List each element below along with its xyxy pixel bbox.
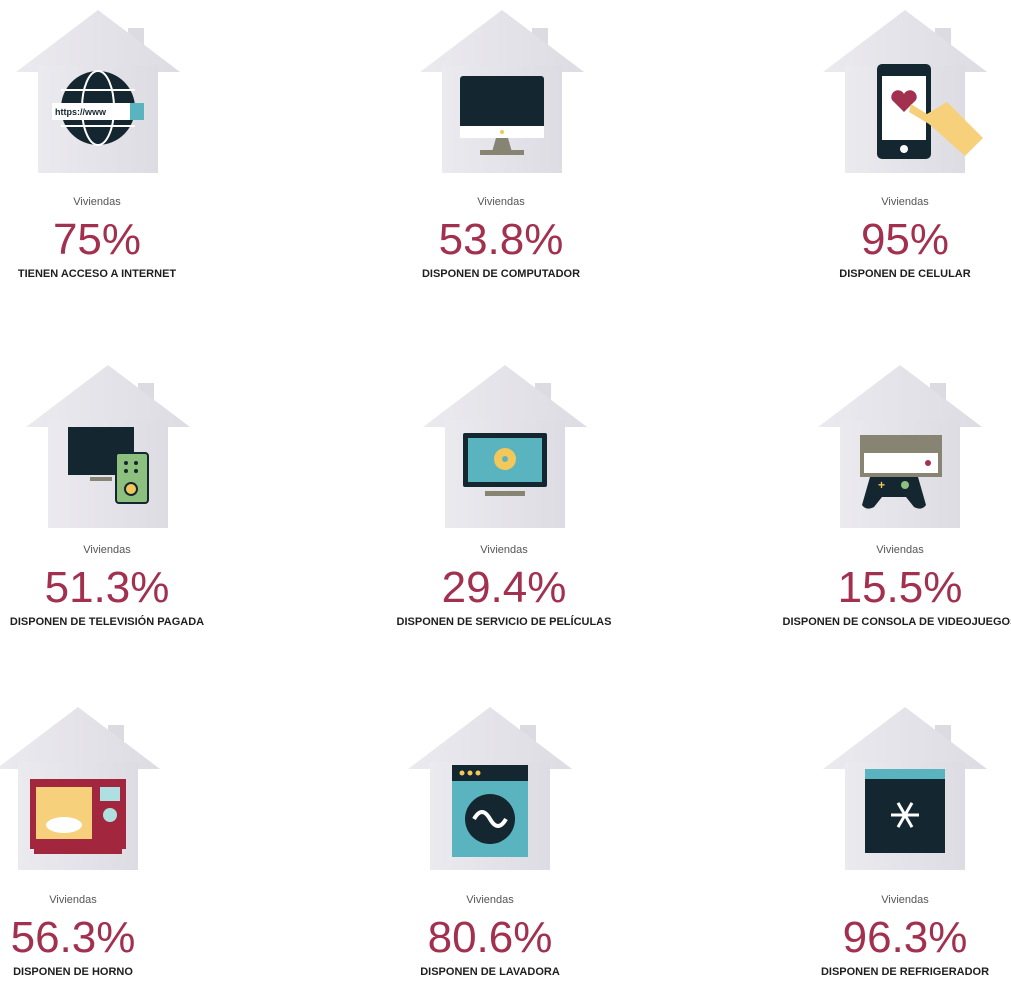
snowflake <box>896 802 914 828</box>
washer-dot <box>467 770 473 776</box>
button <box>900 145 908 153</box>
house <box>823 707 987 870</box>
item: Viviendas 95% DISPONEN DE CELULAR <box>823 10 987 280</box>
house <box>26 365 190 528</box>
pad-btn <box>901 481 909 489</box>
washer-dot <box>475 770 481 776</box>
description: DISPONEN DE SERVICIO DE PELÍCULAS <box>397 615 612 628</box>
panel <box>100 787 120 801</box>
percent: 96.3% <box>843 913 968 962</box>
item: Viviendas 29.4% DISPONEN DE SERVICIO DE PE… <box>397 365 612 628</box>
fridge-top <box>865 769 945 779</box>
house <box>0 707 160 870</box>
percent: 15.5% <box>838 563 963 612</box>
pre-label: Viviendas <box>49 894 97 906</box>
description: DISPONEN DE COMPUTADOR <box>422 268 580 280</box>
heart <box>891 90 917 112</box>
feet <box>34 849 122 854</box>
console-led <box>925 460 931 466</box>
pre-label: Viviendas <box>480 544 528 556</box>
description: DISPONEN DE CELULAR <box>839 268 970 280</box>
remote-knob <box>124 482 138 496</box>
description: DISPONEN DE REFRIGERADOR <box>821 966 989 978</box>
item: Viviendas 80.6% DISPONEN DE LAVADORA <box>408 707 572 978</box>
pre-label: Viviendas <box>466 894 514 906</box>
description: DISPONEN DE TELEVISIÓN PAGADA <box>10 615 204 628</box>
house <box>408 707 572 870</box>
description: DISPONEN DE CONSOLA DE VIDEOJUEGOS <box>783 616 1011 628</box>
base <box>480 150 524 155</box>
item: Viviendas 56.3% DISPONEN DE HORNO <box>0 707 160 978</box>
washer-dot <box>459 770 465 776</box>
remote-dot <box>124 461 128 465</box>
stand <box>492 138 512 152</box>
percent: 75% <box>53 215 141 264</box>
percent: 95% <box>861 215 949 264</box>
house <box>423 365 587 528</box>
pre-label: Viviendas <box>83 544 131 556</box>
pad <box>862 477 926 509</box>
url-star <box>130 103 144 120</box>
reel-hole <box>502 456 508 462</box>
items: https://www Viviendas 75% TIENEN ACCESO A I… <box>0 10 1011 978</box>
tv-stand <box>90 477 112 481</box>
house: https://www <box>16 10 180 173</box>
item: Viviendas 96.3% DISPONEN DE REFRIGERADOR <box>821 707 989 978</box>
pre-label: Viviendas <box>876 544 924 556</box>
remote-dot <box>134 461 138 465</box>
remote <box>115 452 149 504</box>
url-text: https://www <box>55 107 107 117</box>
led <box>500 130 504 134</box>
fridge <box>865 769 945 853</box>
percent: 29.4% <box>442 563 567 612</box>
console-front <box>864 453 938 473</box>
remote-dot <box>124 469 128 473</box>
house: + <box>818 365 982 528</box>
percent: 53.8% <box>439 215 564 264</box>
monitor <box>460 76 544 134</box>
url-bar <box>52 103 132 120</box>
item: + Viviendas 15.5% DISPONEN DE CONSOLA DE VI… <box>783 365 1011 628</box>
item: https://www Viviendas 75% TIENEN ACCESO A I… <box>16 10 180 280</box>
description: DISPONEN DE HORNO <box>13 966 133 978</box>
description: DISPONEN DE LAVADORA <box>420 966 560 978</box>
pre-label: Viviendas <box>881 196 929 208</box>
dish <box>46 817 82 833</box>
pad-cross: + <box>878 478 885 492</box>
pre-label: Viviendas <box>881 894 929 906</box>
description: TIENEN ACCESO A INTERNET <box>18 268 177 280</box>
percent: 56.3% <box>11 913 136 962</box>
hand <box>909 102 983 156</box>
knob <box>103 808 117 822</box>
percent: 80.6% <box>428 913 553 962</box>
pre-label: Viviendas <box>73 196 121 208</box>
tv-stand <box>485 491 525 496</box>
house <box>823 10 987 173</box>
item: Viviendas 53.8% DISPONEN DE COMPUTADOR <box>420 10 584 280</box>
pre-label: Viviendas <box>477 196 525 208</box>
remote-dot <box>134 469 138 473</box>
wave <box>472 810 508 828</box>
washer-top <box>452 765 528 781</box>
percent: 51.3% <box>45 563 170 612</box>
house <box>420 10 584 173</box>
item: Viviendas 51.3% DISPONEN DE TELEVISIÓN PAG… <box>10 365 204 628</box>
